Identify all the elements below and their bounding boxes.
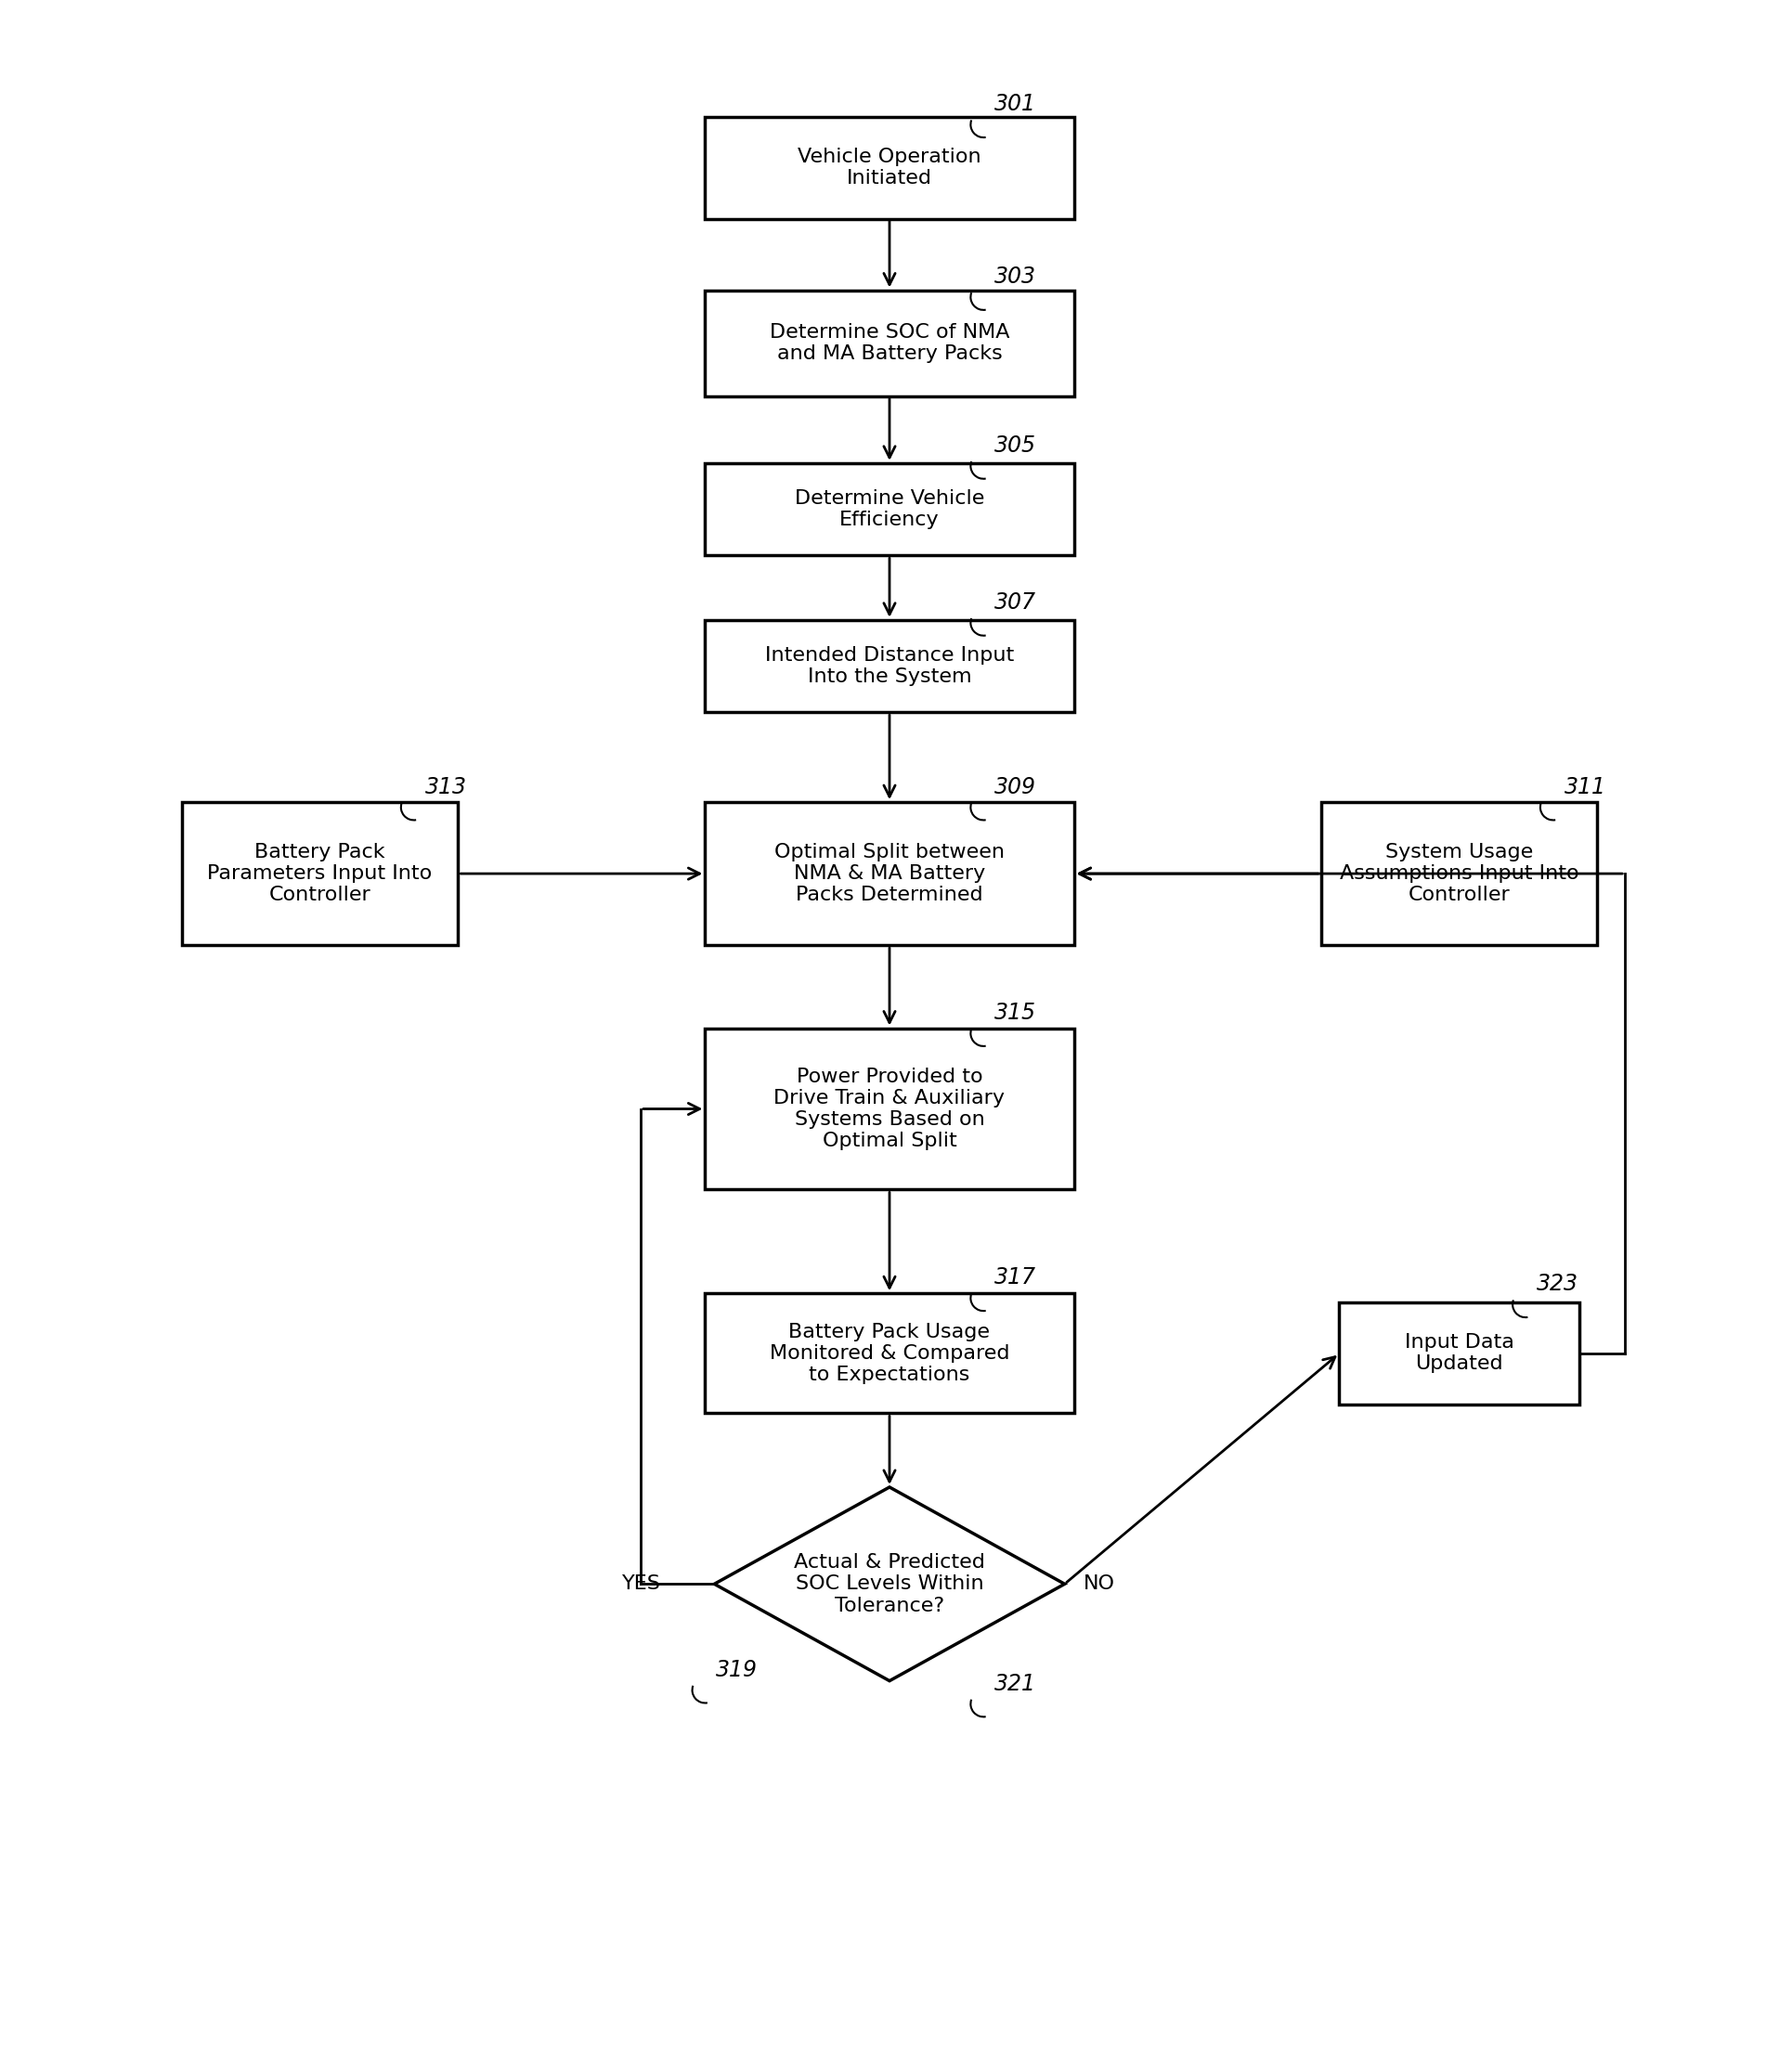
Text: Input Data
Updated: Input Data Updated — [1404, 1332, 1514, 1374]
Text: YES: YES — [623, 1575, 662, 1593]
Bar — [704, 802, 1075, 945]
Bar — [704, 1293, 1075, 1413]
Text: 315: 315 — [994, 1001, 1037, 1024]
Bar — [1340, 1303, 1580, 1405]
Bar — [181, 802, 459, 945]
Text: Vehicle Operation
Initiated: Vehicle Operation Initiated — [797, 147, 982, 189]
Text: NO: NO — [1083, 1575, 1115, 1593]
Text: 313: 313 — [425, 775, 466, 798]
Text: 309: 309 — [994, 775, 1037, 798]
Text: 319: 319 — [717, 1658, 758, 1680]
Bar — [704, 464, 1075, 555]
Text: 307: 307 — [994, 591, 1037, 613]
Text: Power Provided to
Drive Train & Auxiliary
Systems Based on
Optimal Split: Power Provided to Drive Train & Auxiliar… — [774, 1067, 1005, 1150]
Text: Determine SOC of NMA
and MA Battery Packs: Determine SOC of NMA and MA Battery Pack… — [770, 323, 1009, 363]
Text: Determine Vehicle
Efficiency: Determine Vehicle Efficiency — [795, 489, 984, 528]
Text: 323: 323 — [1537, 1272, 1578, 1295]
Text: 317: 317 — [994, 1266, 1037, 1289]
Bar — [704, 290, 1075, 396]
Text: 303: 303 — [994, 265, 1037, 288]
Polygon shape — [715, 1488, 1064, 1680]
Text: 301: 301 — [994, 93, 1037, 116]
Bar — [704, 118, 1075, 220]
Text: Optimal Split between
NMA & MA Battery
Packs Determined: Optimal Split between NMA & MA Battery P… — [774, 843, 1005, 905]
Bar — [704, 620, 1075, 713]
Text: Intended Distance Input
Into the System: Intended Distance Input Into the System — [765, 646, 1014, 686]
Text: Battery Pack
Parameters Input Into
Controller: Battery Pack Parameters Input Into Contr… — [208, 843, 432, 905]
Text: 321: 321 — [994, 1672, 1037, 1695]
Bar — [704, 1028, 1075, 1189]
Text: System Usage
Assumptions Input Into
Controller: System Usage Assumptions Input Into Cont… — [1340, 843, 1578, 905]
Text: 305: 305 — [994, 435, 1037, 456]
Text: 311: 311 — [1564, 775, 1606, 798]
Text: Actual & Predicted
SOC Levels Within
Tolerance?: Actual & Predicted SOC Levels Within Tol… — [793, 1554, 986, 1614]
Bar — [1320, 802, 1598, 945]
Text: Battery Pack Usage
Monitored & Compared
to Expectations: Battery Pack Usage Monitored & Compared … — [770, 1322, 1009, 1384]
